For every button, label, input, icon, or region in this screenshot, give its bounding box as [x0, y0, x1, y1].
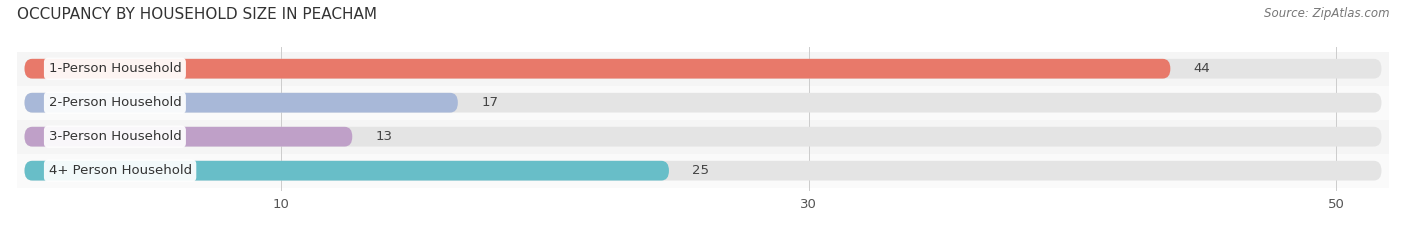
FancyBboxPatch shape	[24, 161, 1382, 181]
Text: 17: 17	[481, 96, 498, 109]
Bar	[17, 154, 1389, 188]
FancyBboxPatch shape	[24, 127, 353, 147]
Text: OCCUPANCY BY HOUSEHOLD SIZE IN PEACHAM: OCCUPANCY BY HOUSEHOLD SIZE IN PEACHAM	[17, 7, 377, 22]
Text: 2-Person Household: 2-Person Household	[49, 96, 181, 109]
FancyBboxPatch shape	[24, 127, 1382, 147]
FancyBboxPatch shape	[24, 161, 669, 181]
Bar	[17, 86, 1389, 120]
Text: 1-Person Household: 1-Person Household	[49, 62, 181, 75]
Text: 4+ Person Household: 4+ Person Household	[49, 164, 191, 177]
Bar	[17, 120, 1389, 154]
FancyBboxPatch shape	[24, 93, 1382, 113]
FancyBboxPatch shape	[24, 59, 1170, 79]
FancyBboxPatch shape	[24, 93, 458, 113]
Text: 13: 13	[375, 130, 392, 143]
Text: 44: 44	[1194, 62, 1211, 75]
Text: 3-Person Household: 3-Person Household	[49, 130, 181, 143]
FancyBboxPatch shape	[24, 59, 1382, 79]
Bar	[17, 52, 1389, 86]
Text: 25: 25	[692, 164, 710, 177]
Text: Source: ZipAtlas.com: Source: ZipAtlas.com	[1264, 7, 1389, 20]
